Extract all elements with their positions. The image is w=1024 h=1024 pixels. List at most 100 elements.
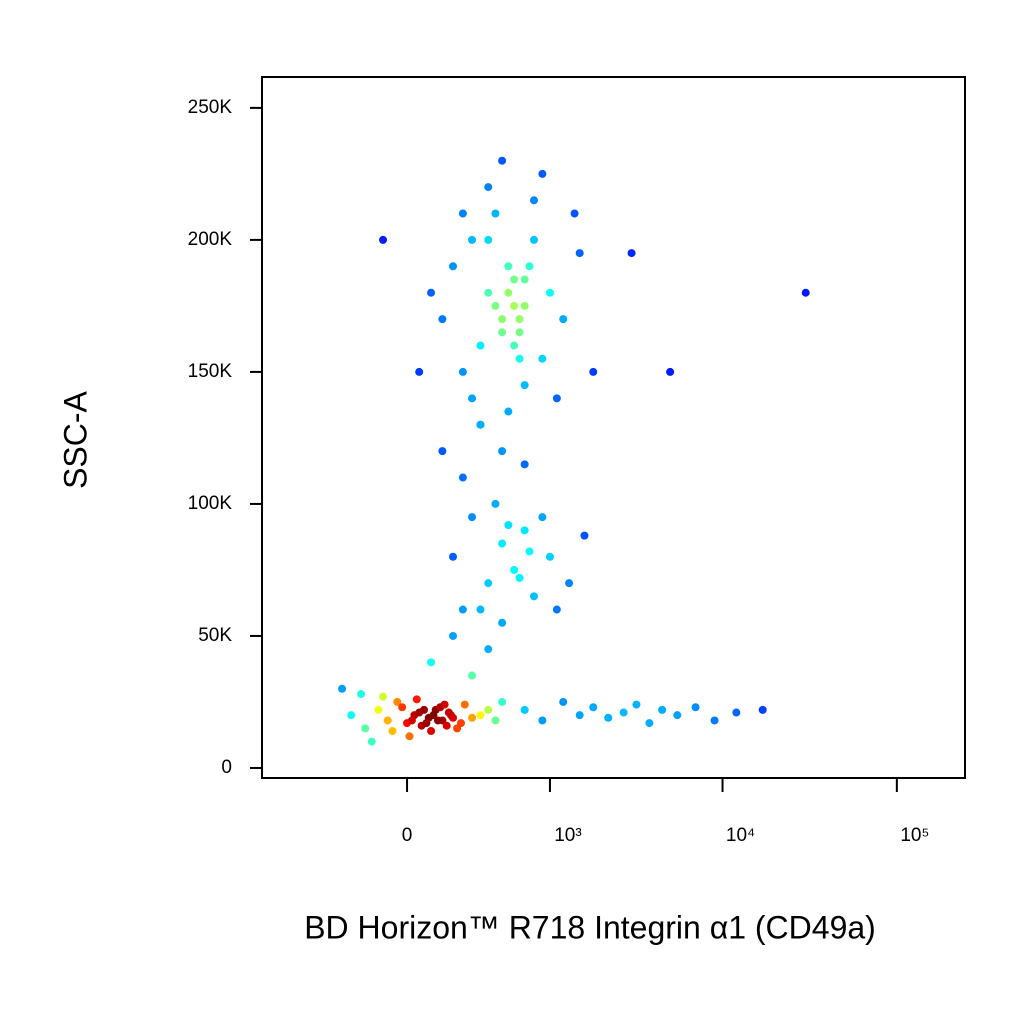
data-point — [484, 235, 493, 244]
data-point — [484, 288, 493, 297]
data-point — [383, 716, 392, 725]
data-point — [498, 697, 507, 706]
data-point — [498, 328, 507, 337]
data-point — [427, 727, 436, 736]
data-point — [491, 301, 500, 310]
data-point — [388, 727, 397, 736]
data-point — [476, 341, 485, 350]
data-point — [407, 716, 416, 725]
data-point — [468, 671, 477, 680]
data-point — [520, 301, 529, 310]
data-point — [458, 367, 467, 376]
data-point — [412, 695, 421, 704]
data-point — [491, 209, 500, 218]
data-point — [525, 547, 534, 556]
data-point — [427, 658, 436, 667]
data-point — [415, 367, 424, 376]
data-point — [484, 705, 493, 714]
data-point — [446, 711, 455, 720]
data-point — [379, 235, 388, 244]
data-point — [456, 719, 465, 728]
y-tick-label: 250K — [188, 97, 233, 118]
x-tick-label: 10³ — [554, 825, 581, 846]
data-point — [619, 708, 628, 717]
data-point — [691, 703, 700, 712]
data-point — [491, 716, 500, 725]
data-point — [627, 249, 636, 258]
data-point — [438, 447, 447, 456]
data-point — [545, 552, 554, 561]
data-point — [525, 262, 534, 271]
data-point — [604, 713, 613, 722]
data-point — [442, 721, 451, 730]
data-point — [801, 288, 810, 297]
data-point — [580, 531, 589, 540]
data-point — [538, 716, 547, 725]
data-point — [498, 618, 507, 627]
data-point — [510, 275, 519, 284]
data-point — [458, 605, 467, 614]
data-point — [468, 394, 477, 403]
data-point — [520, 705, 529, 714]
x-axis-label: BD Horizon™ R718 Integrin α1 (CD49a) — [304, 909, 876, 945]
y-tick-label: 100K — [188, 493, 233, 514]
data-point — [419, 705, 428, 714]
data-point — [515, 315, 524, 324]
y-tick-label: 0 — [221, 757, 232, 778]
data-point — [468, 713, 477, 722]
data-point — [529, 592, 538, 601]
data-point — [498, 539, 507, 548]
data-point — [367, 737, 376, 746]
data-point — [538, 169, 547, 178]
x-tick-label: 10⁴ — [726, 825, 755, 846]
x-tick-label: 10⁵ — [900, 825, 929, 846]
y-axis-label: SSC-A — [57, 390, 93, 488]
y-tick-label: 50K — [198, 625, 232, 646]
data-point — [449, 262, 458, 271]
data-point — [449, 631, 458, 640]
plot-frame — [261, 76, 966, 779]
data-point — [438, 315, 447, 324]
data-point — [504, 288, 513, 297]
y-tick-label: 150K — [188, 361, 233, 382]
data-point — [758, 705, 767, 714]
data-point — [545, 288, 554, 297]
data-point — [673, 711, 682, 720]
data-point — [732, 708, 741, 717]
data-point — [515, 354, 524, 363]
data-point — [510, 301, 519, 310]
data-point — [666, 367, 675, 376]
data-point — [515, 573, 524, 582]
data-point — [458, 473, 467, 482]
data-point — [538, 354, 547, 363]
data-point — [565, 579, 574, 588]
data-point — [468, 235, 477, 244]
data-point — [520, 460, 529, 469]
data-point — [504, 407, 513, 416]
data-point — [552, 605, 561, 614]
data-point — [429, 711, 438, 720]
data-point — [632, 700, 641, 709]
data-point — [575, 249, 584, 258]
data-point — [498, 447, 507, 456]
data-point — [589, 367, 598, 376]
data-point — [538, 513, 547, 522]
data-point — [379, 692, 388, 701]
data-point — [398, 703, 407, 712]
data-point — [504, 521, 513, 530]
data-point — [529, 196, 538, 205]
data-point — [427, 288, 436, 297]
data-point — [658, 705, 667, 714]
data-point — [498, 315, 507, 324]
data-point — [520, 526, 529, 535]
data-point — [710, 716, 719, 725]
data-point — [347, 711, 356, 720]
data-point — [484, 579, 493, 588]
data-point — [510, 341, 519, 350]
data-point — [460, 700, 469, 709]
data-point — [552, 394, 561, 403]
data-point — [405, 732, 414, 741]
data-point — [476, 420, 485, 429]
data-point — [449, 552, 458, 561]
